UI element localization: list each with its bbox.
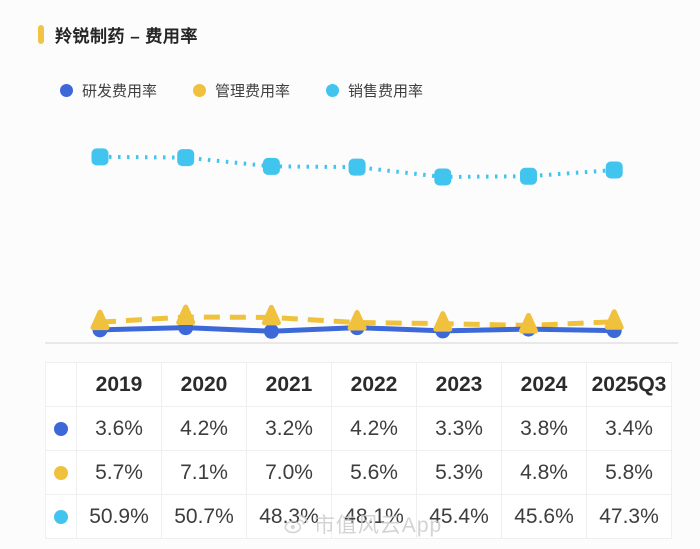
column-header-2020: 2020: [161, 362, 247, 407]
data-point-marker: [519, 312, 538, 334]
value-cell: 48.3%: [246, 494, 332, 539]
data-point-marker: [348, 158, 366, 176]
series-dot-icon: [54, 465, 68, 480]
value-cell: 50.9%: [76, 494, 162, 539]
value-cell: 5.8%: [586, 450, 672, 495]
data-point-marker: [262, 157, 280, 175]
value-cell: 3.8%: [501, 406, 587, 451]
data-point-marker: [605, 161, 623, 179]
legend-dot-rd: [60, 84, 73, 97]
data-point-marker: [347, 310, 367, 331]
legend-item-rd-expense[interactable]: 研发费用率: [60, 80, 157, 101]
corner-cell: [45, 362, 77, 407]
legend-label-rd: 研发费用率: [82, 83, 158, 100]
table-row: 3.6% 4.2% 3.2% 4.2% 3.3% 3.8% 3.4%: [45, 406, 672, 451]
expense-ratio-table: 2019 2020 2021 2022 2023 2024 2025Q3 3.6% 4.2% 3.…: [45, 362, 672, 539]
value-cell: 7.0%: [246, 450, 332, 495]
data-point-marker: [90, 309, 110, 331]
expense-ratio-line-chart: [45, 148, 678, 344]
value-cell: 3.3%: [416, 406, 502, 451]
data-point-marker: [604, 309, 624, 330]
value-cell: 5.7%: [76, 450, 162, 495]
legend-dot-admin: [193, 84, 207, 97]
value-cell: 3.6%: [76, 406, 162, 451]
column-header-2024: 2024: [501, 362, 587, 407]
data-point-marker: [520, 167, 537, 185]
value-cell: 45.6%: [501, 494, 587, 539]
series-dot-icon: [54, 509, 68, 524]
chart-legend: 研发费用率 管理费用率 销售费用率: [60, 80, 459, 101]
value-cell: 3.4%: [586, 406, 672, 451]
series-marker-cell: [45, 494, 77, 539]
value-cell: 5.3%: [416, 450, 502, 495]
table-header-row: 2019 2020 2021 2022 2023 2024 2025Q3: [45, 362, 672, 407]
column-header-2021: 2021: [246, 362, 332, 407]
column-header-2025Q3: 2025Q3: [586, 362, 672, 407]
value-cell: 3.2%: [246, 406, 332, 451]
series-marker-cell: [45, 450, 77, 495]
value-cell: 50.7%: [161, 494, 247, 539]
table-row: 5.7% 7.1% 7.0% 5.6% 5.3% 4.8% 5.8%: [45, 450, 672, 495]
data-point-marker: [433, 311, 453, 332]
column-header-2023: 2023: [416, 362, 502, 407]
value-cell: 4.8%: [501, 450, 587, 495]
page-title: 羚锐制药 – 费用率: [55, 27, 198, 46]
data-point-marker: [91, 148, 109, 166]
value-cell: 45.4%: [416, 494, 502, 539]
value-cell: 5.6%: [331, 450, 417, 495]
value-cell: 4.2%: [331, 406, 417, 451]
legend-label-sales: 销售费用率: [348, 83, 424, 100]
data-point-marker: [176, 304, 196, 326]
data-point-marker: [263, 323, 279, 339]
legend-item-admin-expense[interactable]: 管理费用率: [193, 80, 290, 101]
data-point-marker: [434, 168, 452, 186]
value-cell: 48.1%: [331, 494, 417, 539]
data-point-marker: [261, 304, 281, 326]
title-accent-bar: [38, 25, 44, 44]
value-cell: 7.1%: [161, 450, 247, 495]
legend-item-sales-expense[interactable]: 销售费用率: [326, 80, 423, 101]
series-dot-icon: [54, 421, 68, 436]
value-cell: 4.2%: [161, 406, 247, 451]
table-row: 50.9% 50.7% 48.3% 48.1% 45.4% 45.6% 47.3%: [45, 494, 672, 539]
column-header-2019: 2019: [76, 362, 162, 407]
card-header: 羚锐制药 – 费用率: [38, 22, 198, 47]
legend-label-admin: 管理费用率: [215, 83, 291, 100]
series-marker-cell: [45, 406, 77, 451]
data-point-marker: [177, 149, 195, 167]
value-cell: 47.3%: [586, 494, 672, 539]
legend-dot-sales: [326, 84, 340, 97]
column-header-2022: 2022: [331, 362, 417, 407]
